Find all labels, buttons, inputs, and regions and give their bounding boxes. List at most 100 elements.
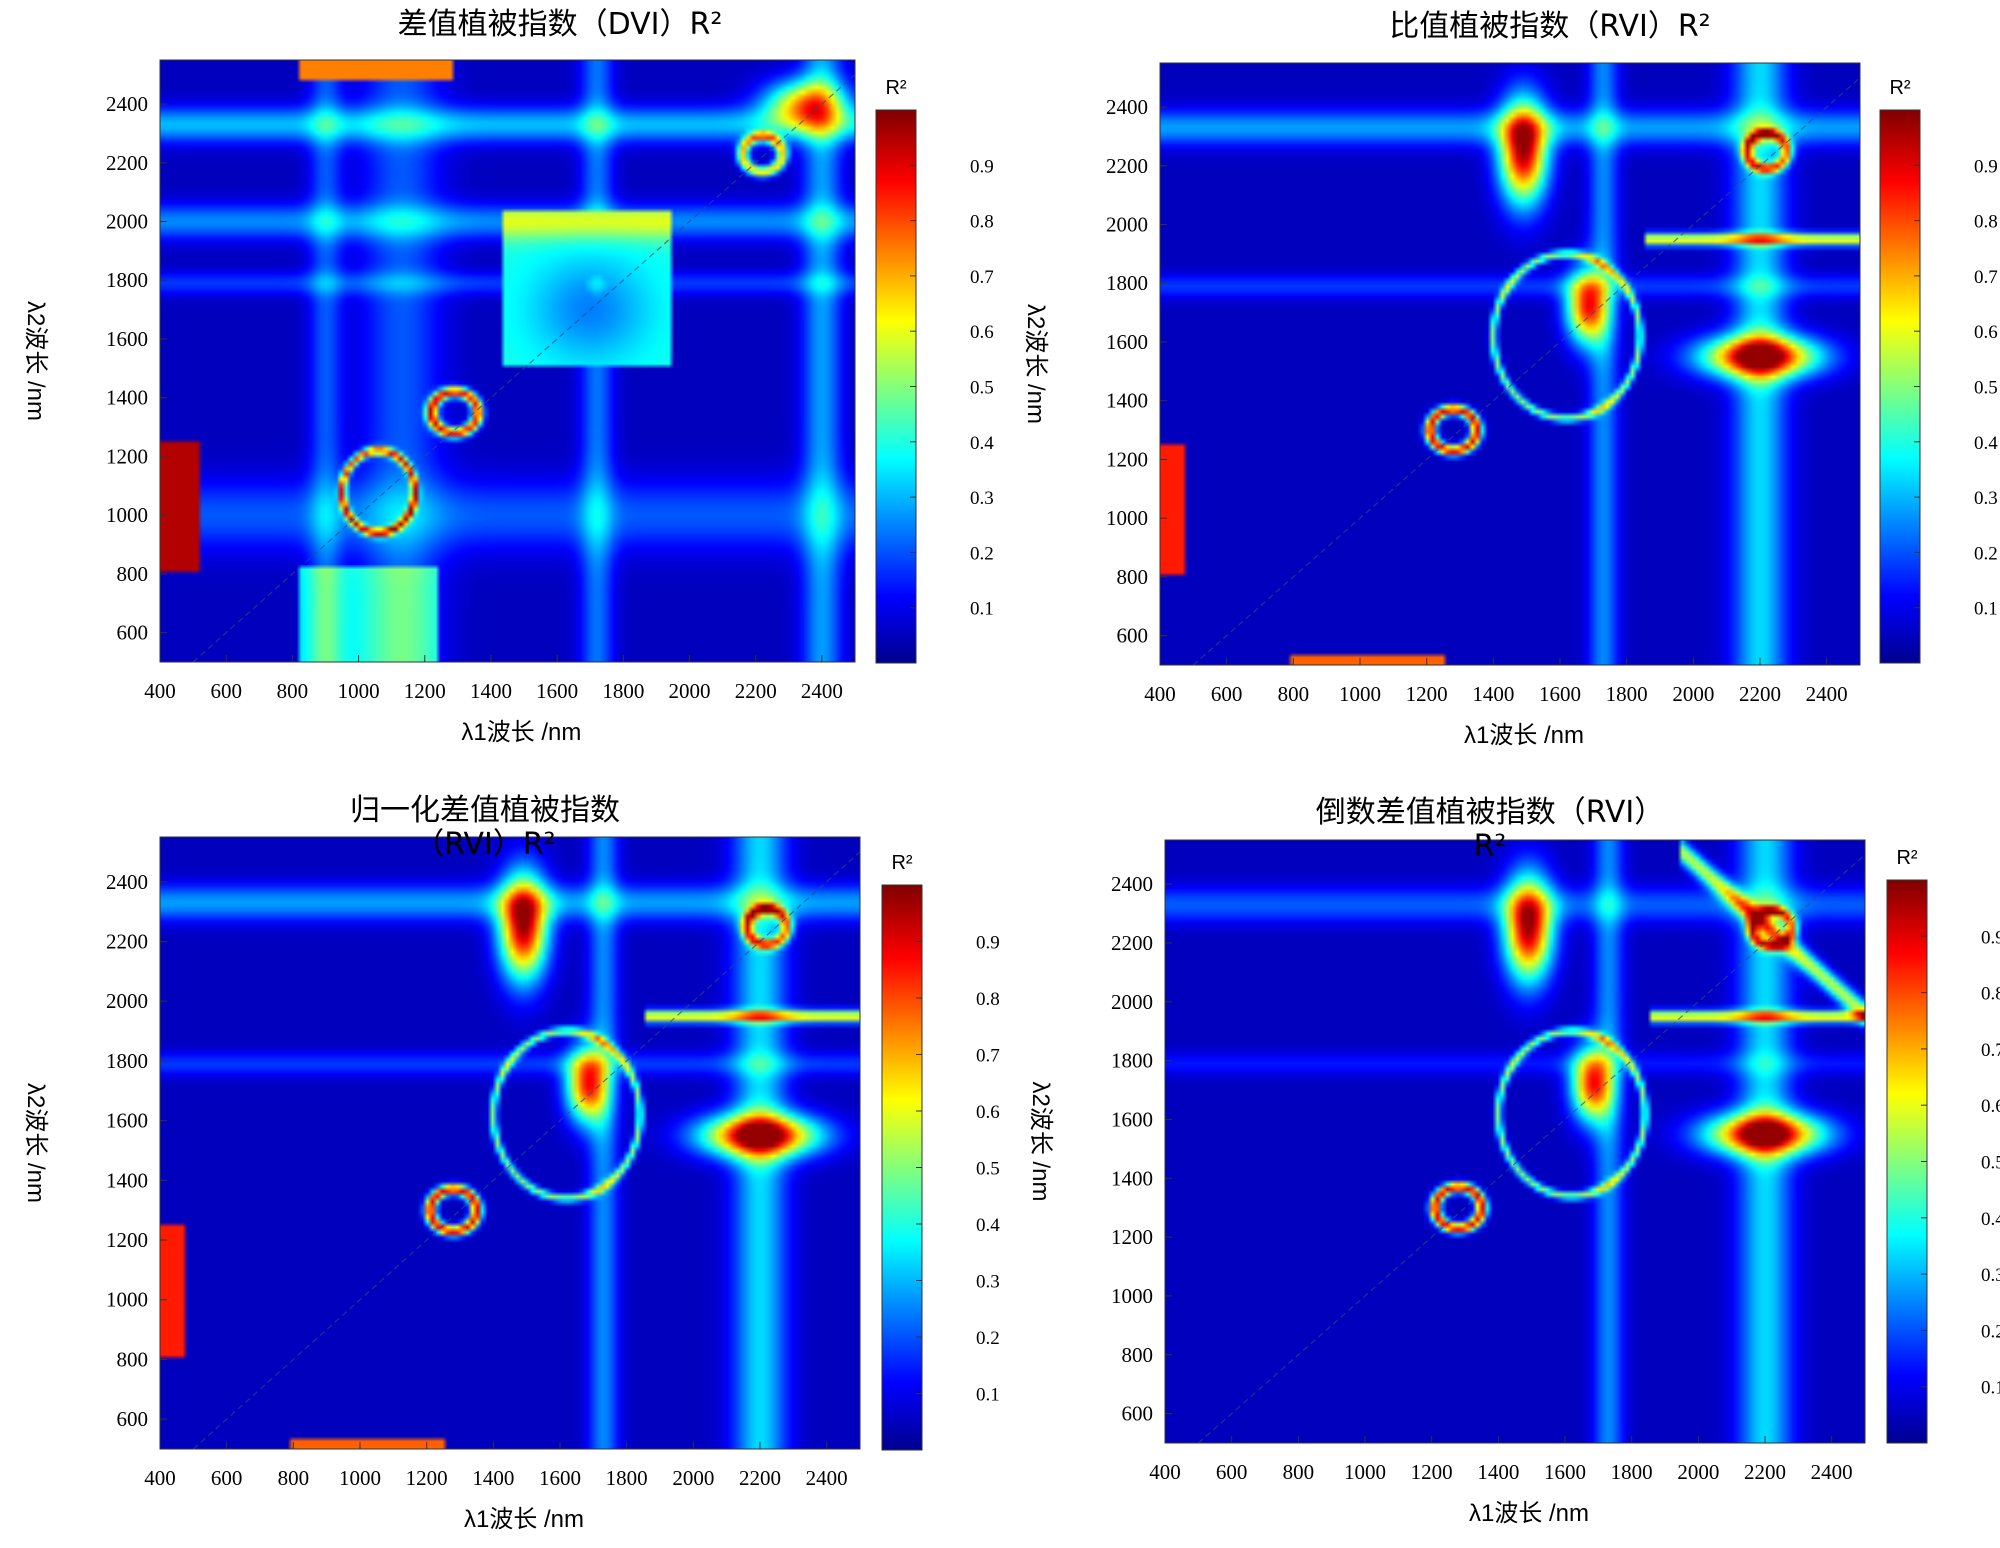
x-tick-label: 1000 bbox=[338, 679, 380, 703]
colorbar-tick-label: 0.4 bbox=[970, 433, 994, 454]
x-tick-label: 400 bbox=[144, 679, 176, 703]
x-tick-label: 2200 bbox=[739, 1466, 781, 1490]
x-tick-label: 1600 bbox=[1544, 1460, 1586, 1484]
heatmap-image bbox=[1160, 63, 1860, 665]
colorbar-tick-label: 0.6 bbox=[1974, 322, 1998, 343]
x-tick-label: 1800 bbox=[602, 679, 644, 703]
colorbar-tick-label: 0.7 bbox=[1981, 1040, 2000, 1061]
y-tick-label: 2000 bbox=[1106, 213, 1148, 237]
colorbar-tick-label: 0.2 bbox=[1974, 543, 1998, 564]
x-tick-label: 1600 bbox=[539, 1466, 581, 1490]
x-tick-label: 1400 bbox=[472, 1466, 514, 1490]
x-tick-label: 2400 bbox=[806, 1466, 848, 1490]
y-tick-label: 1400 bbox=[106, 386, 148, 410]
y-tick-label: 1200 bbox=[106, 444, 148, 468]
colorbar-tick-label: 0.1 bbox=[1974, 599, 1998, 620]
y-tick-label: 600 bbox=[117, 621, 149, 645]
chart-title-line-1: 归一化差值植被指数 bbox=[350, 793, 620, 828]
colorbar-tick-label: 0.7 bbox=[970, 267, 994, 288]
colorbar-tick-label: 0.3 bbox=[1981, 1265, 2000, 1286]
x-tick-label: 2400 bbox=[1811, 1460, 1853, 1484]
x-tick-label: 1400 bbox=[1472, 682, 1514, 706]
plot-frame bbox=[159, 836, 861, 1450]
colorbar-tick-label: 0.5 bbox=[1981, 1153, 2000, 1174]
colorbar-tick-label: 0.5 bbox=[970, 378, 994, 399]
y-tick-label: 1600 bbox=[1111, 1107, 1153, 1131]
y-tick-label: 1800 bbox=[1106, 271, 1148, 295]
x-tick-label: 1000 bbox=[1344, 1460, 1386, 1484]
x-tick-label: 1400 bbox=[470, 679, 512, 703]
colorbar-tick-label: 0.6 bbox=[1981, 1096, 2000, 1117]
y-tick-label: 1000 bbox=[106, 503, 148, 527]
y-tick-label: 600 bbox=[1117, 624, 1149, 648]
y-tick-label: 1000 bbox=[1106, 506, 1148, 530]
y-tick-label: 1600 bbox=[106, 1109, 148, 1133]
colorbar bbox=[875, 109, 917, 664]
colorbar-label: R² bbox=[1896, 847, 1917, 869]
y-tick-label: 1600 bbox=[106, 327, 148, 351]
y-tick-label: 2200 bbox=[106, 929, 148, 953]
colorbar-tick-label: 0.9 bbox=[1981, 927, 2000, 948]
x-tick-label: 2000 bbox=[669, 679, 711, 703]
x-tick-label: 600 bbox=[1211, 682, 1243, 706]
x-tick-label: 1600 bbox=[536, 679, 578, 703]
y-tick-label: 1800 bbox=[1111, 1049, 1153, 1073]
x-tick-label: 400 bbox=[144, 1466, 176, 1490]
colorbar-tick-label: 0.2 bbox=[1981, 1321, 2000, 1342]
colorbar-tick-label: 0.9 bbox=[1974, 156, 1998, 177]
colorbar-tick-label: 0.2 bbox=[970, 543, 994, 564]
y-axis-label: λ2波长 /nm bbox=[1022, 304, 1049, 424]
colorbar-tick-label: 0.8 bbox=[970, 212, 994, 233]
colorbar-tick-label: 0.9 bbox=[976, 933, 1000, 954]
x-tick-label: 1600 bbox=[1539, 682, 1581, 706]
x-tick-label: 1200 bbox=[1406, 682, 1448, 706]
colorbar-tick-label: 0.1 bbox=[1981, 1378, 2000, 1399]
y-tick-label: 2400 bbox=[1106, 95, 1148, 119]
y-tick-label: 1400 bbox=[106, 1168, 148, 1192]
y-tick-label: 1400 bbox=[1106, 389, 1148, 413]
x-tick-label: 2200 bbox=[1744, 1460, 1786, 1484]
y-tick-label: 2400 bbox=[106, 92, 148, 116]
colorbar-label: R² bbox=[1889, 77, 1910, 99]
y-tick-label: 1800 bbox=[106, 268, 148, 292]
heatmap-image bbox=[160, 60, 855, 662]
y-tick-label: 1200 bbox=[106, 1228, 148, 1252]
plot-frame bbox=[159, 59, 856, 663]
x-axis-label: λ1波长 /nm bbox=[1464, 722, 1584, 749]
y-tick-label: 2200 bbox=[106, 151, 148, 175]
colorbar-tick-label: 0.4 bbox=[1974, 433, 1998, 454]
colorbar-tick-label: 0.5 bbox=[1974, 378, 1998, 399]
x-axis-label: λ1波长 /nm bbox=[1469, 1500, 1589, 1527]
x-tick-label: 1000 bbox=[1339, 682, 1381, 706]
x-tick-label: 1200 bbox=[406, 1466, 448, 1490]
colorbar-tick-label: 0.6 bbox=[976, 1102, 1000, 1123]
y-tick-label: 1400 bbox=[1111, 1166, 1153, 1190]
colorbar bbox=[1879, 109, 1921, 664]
colorbar-tick-label: 0.7 bbox=[976, 1046, 1000, 1067]
x-tick-label: 400 bbox=[1149, 1460, 1181, 1484]
x-tick-label: 2200 bbox=[735, 679, 777, 703]
x-tick-label: 600 bbox=[211, 1466, 243, 1490]
y-tick-label: 600 bbox=[1122, 1402, 1154, 1426]
colorbar bbox=[1886, 879, 1928, 1444]
y-tick-label: 1000 bbox=[106, 1288, 148, 1312]
x-tick-label: 800 bbox=[278, 1466, 310, 1490]
colorbar-tick-label: 0.8 bbox=[1974, 212, 1998, 233]
heatmap-image bbox=[1165, 840, 1865, 1443]
colorbar-tick-label: 0.1 bbox=[970, 599, 994, 620]
x-tick-label: 600 bbox=[1216, 1460, 1248, 1484]
y-tick-label: 1200 bbox=[1111, 1225, 1153, 1249]
colorbar-tick-label: 0.1 bbox=[976, 1385, 1000, 1406]
chart-panel-2: 比值植被指数（RVI）R² 400 600 800 1000 1200 1400 1600 18… bbox=[1022, 9, 1998, 749]
colorbar-tick-label: 0.4 bbox=[976, 1215, 1000, 1236]
chart-title-line-1: 差值植被指数（DVI）R² bbox=[398, 7, 723, 42]
x-tick-label: 1800 bbox=[1611, 1460, 1653, 1484]
y-tick-label: 2000 bbox=[106, 989, 148, 1013]
y-tick-label: 1800 bbox=[106, 1049, 148, 1073]
x-tick-label: 2400 bbox=[801, 679, 843, 703]
colorbar bbox=[881, 884, 923, 1451]
y-tick-label: 2000 bbox=[106, 210, 148, 234]
colorbar-tick-label: 0.5 bbox=[976, 1159, 1000, 1180]
y-tick-label: 1200 bbox=[1106, 447, 1148, 471]
